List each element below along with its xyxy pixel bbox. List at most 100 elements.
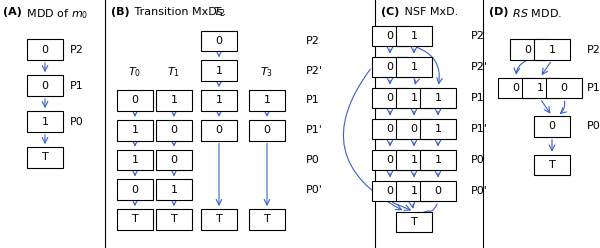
Text: (B): (B) bbox=[111, 7, 130, 17]
Text: 1: 1 bbox=[131, 125, 139, 135]
Text: 0: 0 bbox=[263, 125, 271, 135]
FancyBboxPatch shape bbox=[372, 119, 408, 139]
FancyBboxPatch shape bbox=[201, 120, 237, 141]
Text: P2: P2 bbox=[587, 45, 600, 55]
Text: P0': P0' bbox=[471, 186, 488, 196]
Text: P0: P0 bbox=[70, 117, 84, 126]
FancyBboxPatch shape bbox=[201, 209, 237, 230]
Text: 0: 0 bbox=[410, 124, 418, 134]
Text: P2: P2 bbox=[471, 31, 485, 41]
FancyBboxPatch shape bbox=[396, 150, 432, 170]
Text: 0: 0 bbox=[131, 185, 139, 195]
Text: 0: 0 bbox=[41, 45, 49, 55]
Text: $T_0$: $T_0$ bbox=[128, 65, 142, 79]
FancyBboxPatch shape bbox=[201, 90, 237, 111]
FancyBboxPatch shape bbox=[156, 120, 192, 141]
FancyBboxPatch shape bbox=[546, 78, 582, 98]
Text: (A): (A) bbox=[3, 7, 22, 17]
FancyBboxPatch shape bbox=[372, 150, 408, 170]
FancyBboxPatch shape bbox=[27, 147, 63, 168]
Text: P2': P2' bbox=[306, 66, 323, 76]
Text: P1: P1 bbox=[306, 95, 320, 105]
Text: (C): (C) bbox=[381, 7, 400, 17]
Text: P1: P1 bbox=[587, 83, 600, 93]
Text: P2: P2 bbox=[70, 45, 84, 55]
Text: 1: 1 bbox=[410, 31, 418, 41]
FancyBboxPatch shape bbox=[249, 209, 285, 230]
FancyBboxPatch shape bbox=[117, 120, 153, 141]
FancyBboxPatch shape bbox=[396, 57, 432, 77]
FancyBboxPatch shape bbox=[420, 88, 456, 108]
Text: P1': P1' bbox=[471, 124, 488, 134]
Text: P1: P1 bbox=[70, 81, 84, 91]
Text: P0: P0 bbox=[306, 155, 320, 165]
FancyBboxPatch shape bbox=[117, 150, 153, 170]
Text: 1: 1 bbox=[548, 45, 556, 55]
Text: P0: P0 bbox=[471, 155, 485, 165]
FancyBboxPatch shape bbox=[522, 78, 558, 98]
Text: 0: 0 bbox=[548, 122, 556, 131]
FancyBboxPatch shape bbox=[534, 116, 570, 137]
FancyBboxPatch shape bbox=[396, 119, 432, 139]
FancyBboxPatch shape bbox=[117, 209, 153, 230]
Text: 0: 0 bbox=[386, 62, 394, 72]
Text: 1: 1 bbox=[410, 155, 418, 165]
FancyBboxPatch shape bbox=[420, 119, 456, 139]
Text: 0: 0 bbox=[512, 83, 520, 93]
Text: P0': P0' bbox=[306, 185, 323, 195]
Text: 0: 0 bbox=[524, 45, 532, 55]
Text: T: T bbox=[548, 160, 556, 170]
FancyBboxPatch shape bbox=[117, 179, 153, 200]
FancyBboxPatch shape bbox=[372, 26, 408, 46]
FancyBboxPatch shape bbox=[27, 39, 63, 60]
FancyBboxPatch shape bbox=[156, 179, 192, 200]
FancyBboxPatch shape bbox=[201, 31, 237, 51]
Text: MDD of $m_0$: MDD of $m_0$ bbox=[23, 7, 88, 21]
Text: T: T bbox=[170, 215, 178, 224]
Text: 1: 1 bbox=[131, 155, 139, 165]
Text: 0: 0 bbox=[215, 125, 223, 135]
FancyBboxPatch shape bbox=[396, 26, 432, 46]
FancyBboxPatch shape bbox=[156, 209, 192, 230]
FancyBboxPatch shape bbox=[117, 90, 153, 111]
Text: (D): (D) bbox=[489, 7, 508, 17]
Text: 0: 0 bbox=[170, 125, 178, 135]
FancyBboxPatch shape bbox=[201, 60, 237, 81]
FancyBboxPatch shape bbox=[27, 111, 63, 132]
FancyBboxPatch shape bbox=[156, 90, 192, 111]
FancyBboxPatch shape bbox=[249, 120, 285, 141]
FancyBboxPatch shape bbox=[396, 88, 432, 108]
Text: 0: 0 bbox=[215, 36, 223, 46]
Text: 1: 1 bbox=[434, 124, 442, 134]
Text: 1: 1 bbox=[536, 83, 544, 93]
Text: T: T bbox=[263, 215, 271, 224]
Text: P1: P1 bbox=[471, 93, 485, 103]
FancyBboxPatch shape bbox=[534, 155, 570, 175]
FancyBboxPatch shape bbox=[396, 212, 432, 232]
FancyBboxPatch shape bbox=[420, 150, 456, 170]
FancyBboxPatch shape bbox=[372, 57, 408, 77]
Text: P1': P1' bbox=[306, 125, 323, 135]
Text: T: T bbox=[215, 215, 223, 224]
Text: 1: 1 bbox=[434, 155, 442, 165]
Text: T: T bbox=[131, 215, 139, 224]
Text: 1: 1 bbox=[170, 95, 178, 105]
FancyBboxPatch shape bbox=[396, 181, 432, 201]
FancyBboxPatch shape bbox=[156, 150, 192, 170]
FancyBboxPatch shape bbox=[498, 78, 534, 98]
Text: $T_1$: $T_1$ bbox=[167, 65, 181, 79]
Text: T: T bbox=[410, 217, 418, 227]
Text: 1: 1 bbox=[410, 62, 418, 72]
Text: 1: 1 bbox=[41, 117, 49, 126]
Text: $RS$ MDD.: $RS$ MDD. bbox=[509, 7, 562, 19]
FancyBboxPatch shape bbox=[510, 39, 546, 60]
Text: 0: 0 bbox=[131, 95, 139, 105]
Text: 1: 1 bbox=[215, 66, 223, 76]
Text: $T_3$: $T_3$ bbox=[260, 65, 274, 79]
Text: 0: 0 bbox=[386, 93, 394, 103]
Text: 1: 1 bbox=[263, 95, 271, 105]
Text: 0: 0 bbox=[41, 81, 49, 91]
Text: P2': P2' bbox=[471, 62, 488, 72]
Text: Transition MxDs.: Transition MxDs. bbox=[131, 7, 226, 17]
FancyBboxPatch shape bbox=[372, 181, 408, 201]
